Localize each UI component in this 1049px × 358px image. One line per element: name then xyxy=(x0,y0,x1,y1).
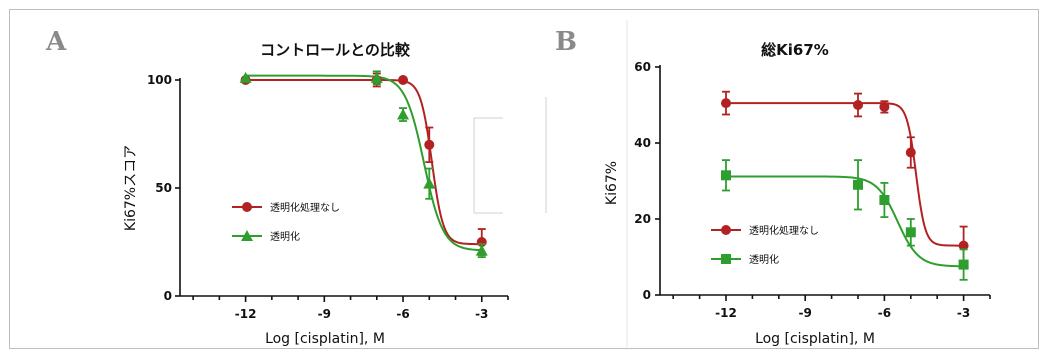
panel-a: A コントロールとの比較 Log [cisplatin], M Ki67%スコア… xyxy=(45,27,509,347)
fit-curve xyxy=(726,102,964,247)
panel-letter: B xyxy=(555,27,577,57)
data-point xyxy=(721,98,731,109)
data-point xyxy=(853,100,863,110)
legend-label: 透明化処理なし xyxy=(270,201,340,214)
x-tick-label: -3 xyxy=(957,306,970,320)
data-point xyxy=(475,244,488,256)
panel-b: B 総Ki67% Log [cisplatin], M Ki67% 0 20 40 6… xyxy=(555,27,991,347)
x-tick-label: -6 xyxy=(396,307,409,321)
legend-label: 透明化処理なし xyxy=(749,224,819,237)
y-tick-label: 0 xyxy=(164,289,172,303)
data-point xyxy=(958,259,969,270)
data-point xyxy=(370,71,383,83)
y-tick-label: 100 xyxy=(147,73,172,87)
y-tick-label: 0 xyxy=(643,288,651,302)
data-point xyxy=(879,195,890,205)
legend-label: 透明化 xyxy=(270,230,300,243)
figure-frame xyxy=(9,9,1039,349)
axes: 0 50 100 -12 -9 -6 -3 xyxy=(147,73,509,321)
data-point xyxy=(721,170,731,181)
y-axis-label: Ki67% xyxy=(604,161,620,205)
x-axis-label: Log [cisplatin], M xyxy=(265,331,385,347)
data-points xyxy=(721,90,969,281)
data-point xyxy=(424,139,435,150)
y-axis-label: Ki67%スコア xyxy=(123,145,139,231)
data-point xyxy=(398,75,409,85)
chart-title: コントロールとの比較 xyxy=(260,41,411,59)
y-tick-label: 40 xyxy=(634,136,651,150)
legend-label: 透明化 xyxy=(749,253,779,266)
fit-curves xyxy=(245,74,482,252)
x-tick-label: -12 xyxy=(715,306,737,320)
fit-curve xyxy=(726,175,964,268)
y-tick-label: 50 xyxy=(155,181,172,195)
y-tick-label: 60 xyxy=(634,60,651,74)
axes: 0 20 40 60 -12 -9 -6 -3 xyxy=(634,60,991,320)
fit-curves xyxy=(726,102,964,268)
data-point xyxy=(853,179,863,190)
data-point xyxy=(879,101,890,112)
data-point xyxy=(423,177,436,189)
y-tick-label: 20 xyxy=(634,212,651,226)
x-tick-label: -3 xyxy=(475,307,488,321)
data-point xyxy=(905,147,916,158)
data-point xyxy=(239,71,252,83)
x-tick-label: -6 xyxy=(878,306,891,320)
x-axis-label: Log [cisplatin], M xyxy=(755,331,875,347)
panel-letter: A xyxy=(45,27,67,57)
legend-marker xyxy=(721,254,731,264)
data-points xyxy=(239,70,488,259)
legend-marker xyxy=(242,202,252,212)
data-point xyxy=(905,227,916,238)
legend-marker xyxy=(721,225,731,235)
x-tick-label: -9 xyxy=(799,306,812,320)
legend-marker xyxy=(241,230,253,241)
data-point xyxy=(958,240,969,251)
fit-curve xyxy=(245,79,482,246)
x-tick-label: -12 xyxy=(235,307,257,321)
x-tick-label: -9 xyxy=(318,307,331,321)
data-point xyxy=(397,108,410,120)
fit-curve xyxy=(245,74,482,252)
separator-bracket xyxy=(473,117,503,214)
chart-title: 総Ki67% xyxy=(761,41,829,59)
